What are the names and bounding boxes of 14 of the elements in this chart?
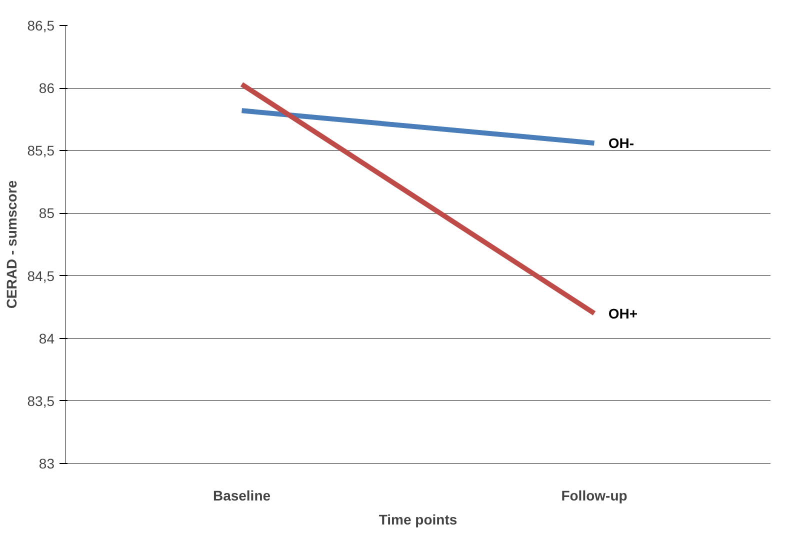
y-tick-label: 85,5	[27, 142, 55, 159]
y-tick-label: 84,5	[27, 268, 55, 284]
y-axis-title: CERAD - sumscore	[3, 180, 20, 309]
y-tick-label: 86	[38, 80, 55, 96]
y-tick-label: 83,5	[27, 392, 55, 409]
y-tick-label: 85	[38, 205, 55, 222]
y-tick-label: 84	[38, 330, 55, 346]
series-label: OH-	[608, 135, 634, 152]
x-tick-label: Follow-up	[561, 488, 628, 504]
x-tick-label: Baseline	[212, 488, 271, 504]
x-axis-title: Time points	[378, 512, 458, 528]
series-label: OH+	[608, 305, 638, 322]
y-tick-label: 86,5	[27, 18, 55, 34]
y-tick-label: 83	[38, 456, 55, 472]
